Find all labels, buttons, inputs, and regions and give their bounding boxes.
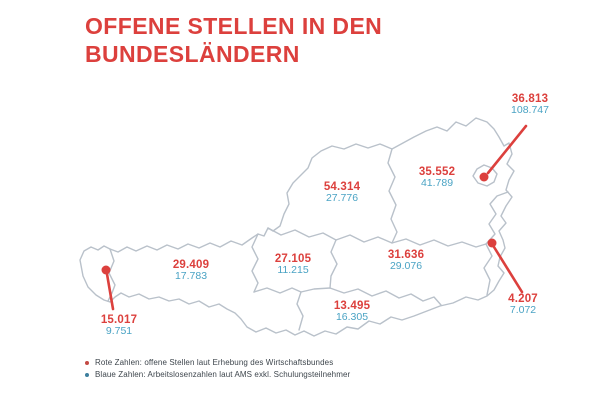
border-kaernten-steiermark (329, 287, 442, 306)
salzburg-arbeitslose: 11.215 (277, 264, 309, 276)
salzburg-open-stellen: 27.105 (274, 253, 312, 265)
legend-red-text: Rote Zahlen: offene Stellen laut Erhebun… (95, 358, 334, 367)
border-steiermark-burgenland (483, 243, 493, 296)
legend: Rote Zahlen: offene Stellen laut Erhebun… (85, 357, 350, 381)
wien-enclave-outline (472, 164, 498, 187)
label-vorarlberg: 15.017 9.751 (81, 314, 157, 337)
vorarlberg-open-stellen: 15.017 (100, 314, 138, 326)
tirol-open-stellen: 29.409 (172, 259, 210, 271)
border-niederoesterreich-burgenland (485, 191, 509, 245)
label-niederoesterreich: 35.552 41.789 (399, 166, 475, 189)
label-salzburg: 27.105 11.215 (255, 253, 331, 276)
steiermark-open-stellen: 31.636 (387, 249, 425, 261)
border-oberoesterreich-niederoesterreich (387, 148, 398, 244)
niederoesterreich-open-stellen: 35.552 (418, 166, 456, 178)
red-bullet-icon (85, 360, 89, 365)
border-salzburg-osttirol (253, 287, 302, 294)
border-salzburg-oberoesterreich (267, 227, 337, 241)
label-oberoesterreich: 54.314 27.776 (304, 181, 380, 204)
vorarlberg-arbeitslose: 9.751 (105, 325, 133, 337)
label-wien: 36.813 108.747 (492, 93, 568, 116)
steiermark-arbeitslose: 29.076 (389, 260, 423, 272)
austria-outline (79, 117, 515, 337)
burgenland-arbeitslose: 7.072 (509, 304, 537, 316)
vorarlberg-leader-line (105, 272, 115, 311)
label-tirol: 29.409 17.783 (153, 259, 229, 282)
page-title-line1: OFFENE STELLEN IN DEN (85, 13, 383, 39)
label-burgenland: 4.207 7.072 (485, 293, 561, 316)
oberoesterreich-open-stellen: 54.314 (323, 181, 361, 193)
burgenland-leader-line (492, 245, 524, 294)
kaernten-arbeitslose: 16.305 (335, 311, 369, 323)
legend-blue-text: Blaue Zahlen: Arbeitslosenzahlen laut AM… (95, 370, 351, 379)
wien-arbeitslose: 108.747 (511, 104, 549, 116)
burgenland-open-stellen: 4.207 (508, 293, 538, 305)
oberoesterreich-arbeitslose: 27.776 (325, 192, 359, 204)
wien-open-stellen: 36.813 (511, 93, 549, 105)
burgenland-marker-dot (487, 238, 497, 248)
legend-row-red: Rote Zahlen: offene Stellen laut Erhebun… (85, 357, 350, 368)
label-steiermark: 31.636 29.076 (368, 249, 444, 272)
kaernten-open-stellen: 13.495 (333, 300, 371, 312)
label-kaernten: 13.495 16.305 (314, 300, 390, 323)
legend-row-blue: Blaue Zahlen: Arbeitslosenzahlen laut AM… (85, 369, 350, 380)
border-salzburg-steiermark (329, 239, 338, 289)
border-tirol-salzburg (251, 233, 259, 293)
niederoesterreich-arbeitslose: 41.789 (420, 177, 454, 189)
border-steiermark-north (335, 234, 487, 248)
border-salzburg-kaernten (300, 287, 331, 293)
blue-bullet-icon (85, 372, 89, 377)
wien-marker-dot (479, 172, 489, 182)
tirol-arbeitslose: 17.783 (174, 270, 208, 282)
page-title: OFFENE STELLEN IN DEN BUNDESLÄNDERN (85, 12, 485, 68)
vorarlberg-marker-dot (101, 265, 111, 275)
wien-leader-line (486, 124, 528, 175)
border-osttirol-kaernten (296, 291, 304, 331)
page-title-line2: BUNDESLÄNDERN (85, 41, 300, 68)
